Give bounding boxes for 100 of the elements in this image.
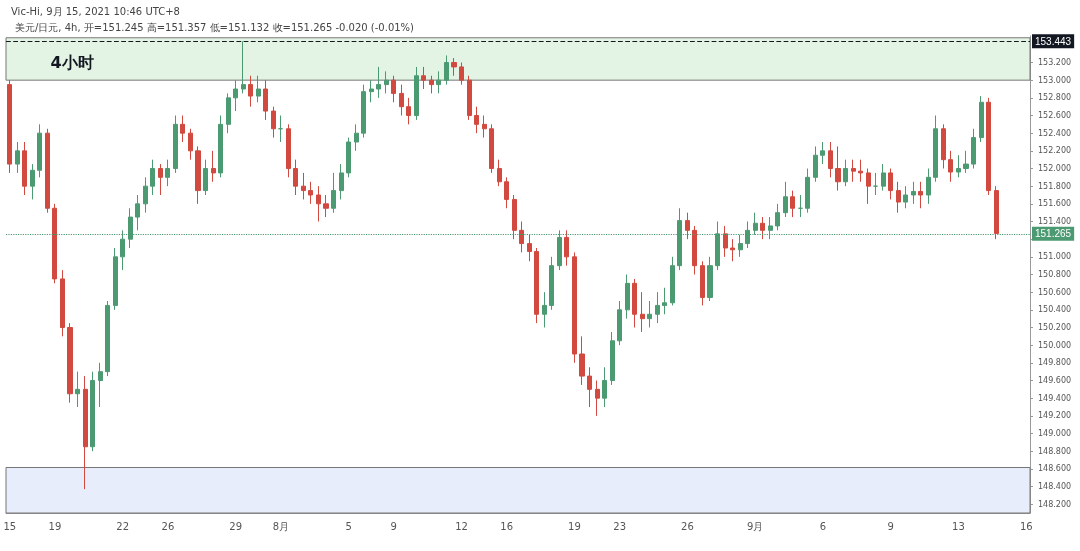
candlestick	[67, 322, 73, 404]
candlestick	[436, 70, 441, 94]
candlestick	[467, 75, 472, 121]
candlestick	[986, 97, 991, 196]
candlestick	[37, 123, 42, 178]
candlestick	[625, 274, 630, 320]
candlestick	[293, 159, 298, 196]
candlestick	[655, 291, 660, 324]
candlestick	[595, 380, 600, 417]
candlestick	[971, 128, 976, 169]
candlestick	[851, 159, 856, 183]
candlestick	[369, 79, 374, 103]
candlestick	[933, 115, 938, 183]
candlestick	[647, 300, 652, 328]
x-tick-label: 8月	[272, 520, 290, 532]
candlestick	[685, 212, 690, 240]
candlestick	[339, 163, 344, 200]
y-tick-label: 150.000	[1038, 340, 1072, 350]
candlestick	[610, 331, 615, 386]
candlestick	[775, 203, 780, 231]
y-tick-label: 150.600	[1038, 287, 1072, 297]
y-tick-label: 152.600	[1038, 111, 1072, 120]
candlestick	[617, 300, 622, 346]
candlestick	[165, 159, 170, 187]
candlestick	[835, 145, 841, 192]
candlestick	[700, 260, 705, 306]
candlestick	[406, 97, 411, 125]
candlestick	[896, 181, 901, 214]
candlestick	[534, 247, 539, 324]
chart-subtitle: 美元/日元, 4h, 开=151.245 高=151.357 低=151.132 收=151.265 -0.020 (-0.01%)	[15, 21, 415, 33]
candlestick	[527, 234, 532, 262]
candlestick	[903, 185, 908, 209]
candlestick	[459, 62, 464, 86]
candlestick	[180, 115, 185, 143]
y-tick-label: 152.400	[1038, 128, 1072, 138]
candlestick	[429, 75, 434, 94]
candlestick	[963, 150, 969, 174]
candlestick	[278, 115, 283, 143]
candlestick	[218, 115, 223, 178]
candlestick	[15, 141, 20, 174]
candlestick	[376, 66, 381, 99]
y-tick-label: 149.000	[1038, 429, 1072, 438]
x-tick-label: 29	[229, 520, 243, 532]
candlestick	[542, 291, 547, 328]
candlestick	[579, 335, 585, 386]
candlestick	[564, 229, 569, 267]
candlestick	[926, 168, 931, 205]
candlestick	[760, 216, 765, 240]
candlestick	[7, 79, 12, 174]
y-tick-label: 149.400	[1038, 393, 1072, 403]
y-tick-label: 153.200	[1038, 58, 1072, 67]
candlestick	[316, 185, 321, 222]
candlestick	[83, 375, 88, 490]
x-tick-label: 9月	[746, 520, 764, 532]
candlestick	[911, 181, 916, 205]
candlestick	[497, 159, 502, 187]
y-tick-label: 151.400	[1038, 217, 1072, 226]
candlestick	[444, 54, 449, 86]
candlestick	[135, 194, 140, 231]
y-tick-label: 149.800	[1038, 358, 1072, 368]
candlestick	[150, 159, 155, 196]
candlestick	[572, 251, 577, 364]
candlestick	[203, 159, 208, 196]
candlestick	[979, 95, 984, 143]
candlestick	[158, 163, 163, 196]
candlestick	[504, 176, 509, 209]
candlestick	[866, 168, 871, 205]
candlestick	[384, 70, 389, 94]
candlestick	[22, 141, 27, 196]
candlestick	[90, 371, 95, 452]
candlestick	[98, 362, 103, 408]
candlestick	[331, 172, 336, 214]
y-tick-label: 152.000	[1038, 164, 1072, 173]
ref-line-label: 153.443	[1035, 35, 1072, 47]
x-tick-label: 22	[116, 520, 130, 532]
candlestick	[226, 92, 231, 134]
candlestick	[820, 141, 825, 165]
candlestick	[994, 185, 999, 240]
candlestick	[271, 106, 276, 139]
y-tick-label: 150.800	[1038, 270, 1072, 279]
candlestick	[941, 123, 946, 169]
x-tick-label: 19	[568, 520, 581, 532]
candlestick	[956, 154, 961, 178]
candlestick	[256, 75, 261, 103]
candlestick	[188, 128, 193, 161]
y-tick-label: 148.800	[1038, 446, 1072, 456]
ref-line-label: 151.265	[1035, 228, 1072, 240]
candlestick	[662, 287, 667, 315]
candlestick	[587, 366, 592, 408]
candlestick	[30, 163, 35, 200]
candlestick	[195, 145, 201, 205]
candlestick	[783, 181, 788, 218]
y-tick-label: 150.400	[1038, 305, 1072, 315]
candlestick	[805, 168, 810, 214]
y-tick-label: 150.200	[1038, 323, 1072, 332]
candlestick	[361, 84, 366, 139]
candlestick	[301, 172, 306, 200]
candlestick	[632, 278, 637, 328]
x-tick-label: 16	[500, 520, 514, 532]
x-tick-label: 26	[681, 520, 694, 532]
